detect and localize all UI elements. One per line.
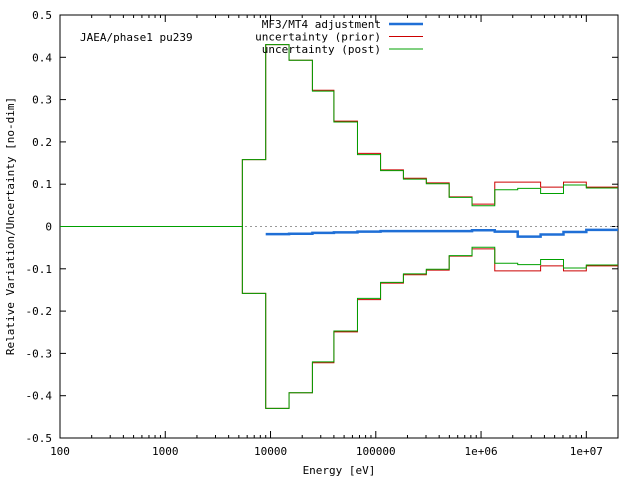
series-uncertainty-prior-upper: [60, 44, 618, 227]
legend-label: uncertainty (prior): [255, 31, 381, 44]
y-tick-label: -0.1: [26, 263, 53, 276]
x-tick-label: 100: [50, 445, 70, 458]
series-mf3-mt4-adjustment: [265, 228, 618, 238]
y-axis-title: Relative Variation/Uncertainty [no-dim]: [4, 97, 17, 355]
y-tick-label: 0.4: [32, 51, 52, 64]
legend-label: MF3/MT4 adjustment: [262, 18, 381, 31]
y-tick-label: 0.5: [32, 9, 52, 22]
x-tick-label: 100000: [356, 445, 396, 458]
y-tick-label: 0: [45, 221, 52, 234]
x-tick-label: 1000: [152, 445, 179, 458]
series-uncertainty-post-upper: [60, 44, 618, 227]
x-tick-label: 1e+07: [570, 445, 603, 458]
y-tick-label: -0.2: [26, 305, 53, 318]
series-uncertainty-prior-lower: [60, 226, 618, 409]
y-tick-label: 0.3: [32, 94, 52, 107]
series-layer: [60, 44, 618, 409]
legend-label: uncertainty (post): [262, 43, 381, 56]
y-tick-label: -0.5: [26, 432, 53, 445]
y-tick-label: -0.3: [26, 347, 53, 360]
x-axis-title: Energy [eV]: [303, 464, 376, 477]
axis-ticks: -0.5 -0.4 -0.3 -0.2 -0.1 0 0.1 0.2 0.3 0.4 0.5 100 1…: [26, 9, 619, 458]
series-uncertainty-post-lower: [60, 226, 618, 409]
x-tick-label: 10000: [254, 445, 287, 458]
annotation-label: JAEA/phase1 pu239: [80, 31, 193, 44]
y-tick-label: 0.1: [32, 178, 52, 191]
y-tick-label: 0.2: [32, 136, 52, 149]
x-tick-label: 1e+06: [464, 445, 497, 458]
y-tick-label: -0.4: [26, 390, 53, 403]
